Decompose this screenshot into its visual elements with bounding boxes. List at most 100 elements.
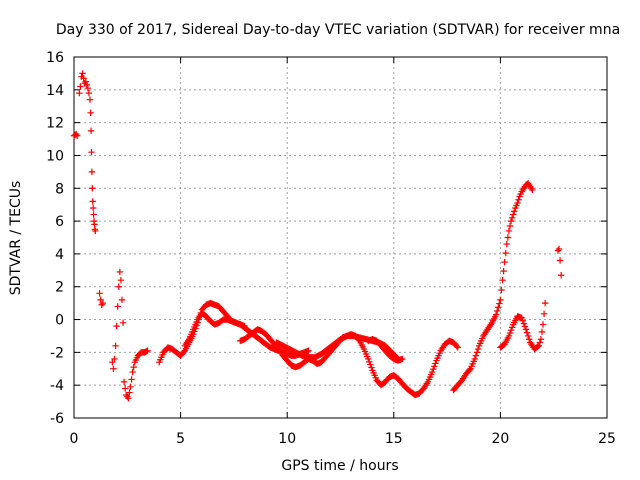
y-tick-label: 16 bbox=[46, 50, 64, 66]
data-point bbox=[536, 339, 544, 346]
data-point bbox=[521, 323, 529, 330]
series-seg8 bbox=[237, 326, 461, 399]
data-point bbox=[539, 321, 547, 328]
x-tick-label: 0 bbox=[70, 431, 79, 447]
data-point bbox=[121, 385, 129, 392]
data-marks bbox=[70, 70, 565, 402]
data-point bbox=[556, 257, 564, 264]
data-point bbox=[466, 366, 473, 374]
data-point bbox=[509, 211, 517, 218]
data-point bbox=[498, 286, 505, 294]
series-seg13 bbox=[554, 245, 565, 279]
data-point bbox=[112, 342, 119, 349]
data-point bbox=[86, 96, 94, 103]
data-point bbox=[83, 81, 90, 89]
data-point bbox=[79, 70, 86, 77]
data-point bbox=[115, 283, 122, 290]
data-point bbox=[73, 132, 81, 139]
axis-ticks: 0 5 10 15 20 25 -6 -4 -2 0 2 4 6 8 10 12 14 16 bbox=[46, 50, 616, 447]
data-point bbox=[431, 363, 438, 370]
grid bbox=[74, 57, 607, 418]
data-point bbox=[97, 296, 104, 304]
data-point bbox=[305, 347, 312, 354]
data-point bbox=[77, 83, 84, 90]
data-point bbox=[500, 267, 507, 275]
data-point bbox=[76, 89, 83, 97]
data-point bbox=[473, 349, 481, 356]
series-seg10 bbox=[365, 336, 406, 364]
data-point bbox=[496, 300, 503, 307]
data-point bbox=[144, 347, 151, 354]
data-point bbox=[125, 395, 132, 402]
data-point bbox=[524, 332, 532, 340]
data-point bbox=[113, 322, 120, 330]
data-point bbox=[505, 227, 513, 235]
y-tick-label: 4 bbox=[55, 247, 64, 263]
data-point bbox=[541, 299, 549, 307]
data-point bbox=[520, 320, 528, 327]
plot-frame bbox=[73, 56, 608, 419]
data-point bbox=[130, 363, 137, 371]
series-seg11 bbox=[450, 180, 536, 394]
y-tick-label: 2 bbox=[55, 280, 64, 296]
series-seg4 bbox=[109, 268, 127, 372]
data-point bbox=[430, 365, 437, 373]
data-point bbox=[474, 345, 482, 353]
data-point bbox=[507, 327, 515, 334]
data-point bbox=[506, 329, 514, 337]
data-point bbox=[505, 332, 513, 340]
data-point bbox=[127, 383, 134, 391]
data-point bbox=[117, 276, 125, 284]
data-point bbox=[366, 358, 373, 365]
data-point bbox=[523, 329, 531, 336]
y-tick-label: -2 bbox=[50, 345, 64, 361]
series-seg3 bbox=[96, 290, 106, 308]
data-point bbox=[501, 258, 508, 266]
data-point bbox=[472, 352, 480, 359]
data-point bbox=[87, 127, 95, 135]
x-tick-label: 20 bbox=[491, 431, 509, 447]
data-point bbox=[492, 311, 500, 318]
data-point bbox=[367, 361, 374, 368]
data-point bbox=[87, 109, 94, 116]
y-tick-label: 10 bbox=[46, 148, 64, 164]
data-point bbox=[116, 268, 124, 276]
data-point bbox=[507, 217, 515, 225]
data-point bbox=[508, 214, 516, 222]
data-point bbox=[537, 336, 545, 343]
data-point bbox=[535, 342, 542, 349]
x-tick-label: 5 bbox=[176, 431, 185, 447]
y-axis-title: SDTVAR / TECUs bbox=[8, 181, 24, 296]
data-point bbox=[514, 199, 521, 207]
data-point bbox=[111, 355, 118, 363]
data-point bbox=[90, 211, 97, 218]
data-point bbox=[515, 196, 522, 203]
data-point bbox=[497, 296, 504, 304]
data-point bbox=[518, 314, 525, 322]
data-point bbox=[511, 208, 518, 215]
data-point bbox=[538, 328, 546, 336]
data-point bbox=[555, 245, 563, 253]
chart-title: Day 330 of 2017, Sidereal Day-to-day VTE… bbox=[56, 22, 620, 38]
data-point bbox=[454, 344, 461, 351]
data-point bbox=[453, 343, 460, 350]
data-point bbox=[96, 290, 103, 297]
x-axis-title: GPS time / hours bbox=[281, 458, 398, 474]
data-point bbox=[129, 368, 136, 376]
series-seg5 bbox=[120, 347, 151, 402]
data-point bbox=[519, 317, 526, 324]
data-point bbox=[99, 299, 106, 307]
data-point bbox=[92, 227, 99, 235]
data-point bbox=[506, 222, 514, 230]
data-point bbox=[428, 368, 436, 376]
data-point bbox=[529, 186, 536, 194]
data-point bbox=[502, 249, 509, 257]
data-point bbox=[128, 376, 135, 383]
y-tick-label: 6 bbox=[55, 214, 64, 230]
data-point bbox=[432, 360, 439, 367]
data-point bbox=[504, 234, 512, 241]
data-point bbox=[89, 198, 96, 205]
data-point bbox=[84, 84, 92, 92]
